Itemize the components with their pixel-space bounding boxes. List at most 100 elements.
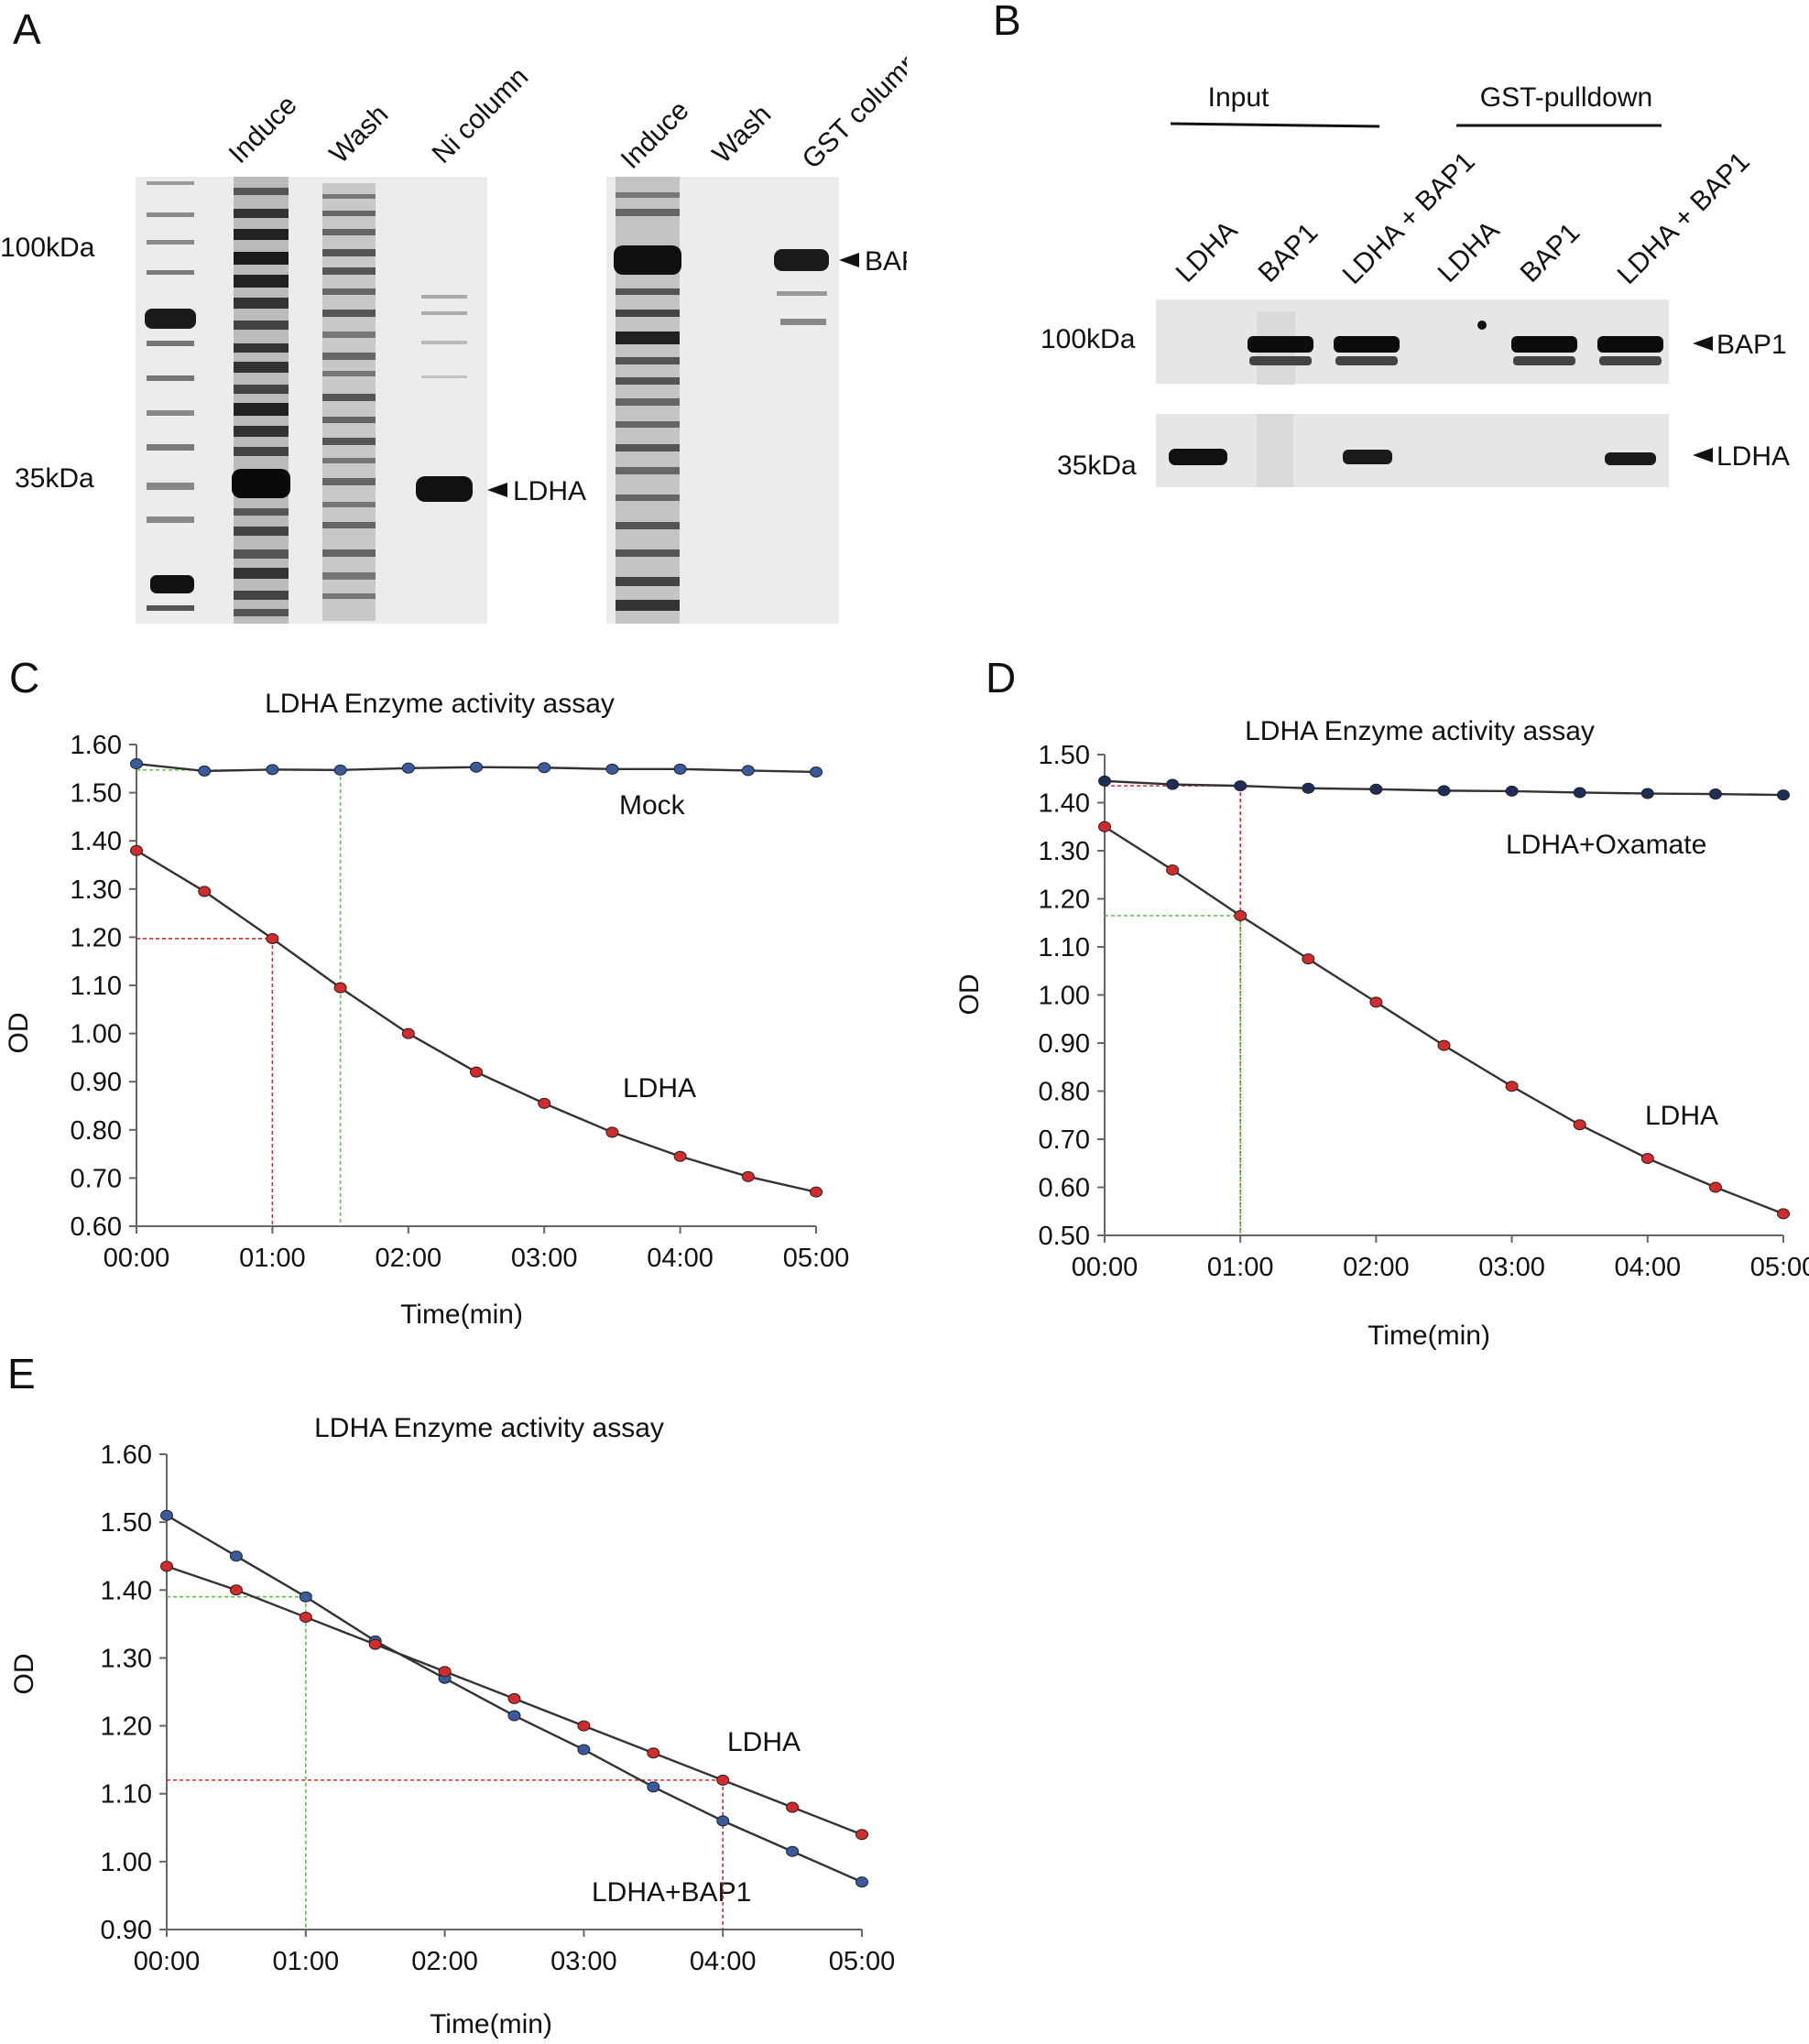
chart-d-series-0-point <box>1369 783 1383 795</box>
chart-d-series-0-point <box>1573 787 1586 799</box>
chart-e-series-0-point <box>716 1815 730 1827</box>
chart-e-series-0-point <box>647 1781 660 1793</box>
chart-c-ytick-label: 1.30 <box>71 875 122 905</box>
lane-b-ldha-pulldown: LDHA <box>1433 215 1506 288</box>
chart-d-xtick-label: 02:00 <box>1343 1253 1410 1282</box>
chart-d-series-0-point <box>1302 782 1315 794</box>
chart-e-series-0-point <box>507 1710 521 1722</box>
arrow-b-ldha-icon <box>1693 448 1713 462</box>
chart-d-ytick-label: 0.80 <box>1039 1078 1090 1107</box>
panel-label-a: A <box>13 5 41 53</box>
chart-e-xtick-label: 05:00 <box>829 1947 896 1976</box>
chart-e-series-1-point <box>299 1611 312 1623</box>
chart-d-ytick-label: 1.00 <box>1039 982 1090 1011</box>
arrow-bap1-icon <box>839 253 859 267</box>
arrow-b-bap1-icon <box>1693 336 1713 351</box>
chart-d-series-0-point <box>1234 780 1248 792</box>
marker-lane <box>145 181 196 611</box>
chart-d-series-1-point <box>1098 821 1111 832</box>
panel-label-b: B <box>993 0 1021 44</box>
induce-lane <box>232 177 290 624</box>
arrow-ldha-icon <box>487 483 507 497</box>
chart-c-series-0-point <box>741 765 755 777</box>
band-ldha-bap1-input <box>1334 336 1400 353</box>
chart-e-series-1-point <box>716 1774 730 1786</box>
chart-c-series-1-point <box>198 886 212 897</box>
chart-e-ytick-label: 1.60 <box>101 1441 152 1470</box>
chart-c-series-1-point <box>266 932 279 944</box>
chart-c-series-0-point <box>266 764 279 776</box>
chart-e-ytick-label: 1.00 <box>101 1848 152 1877</box>
chart-c-xtick-label: 00:00 <box>104 1244 170 1273</box>
lane-label-wash-2: Wash <box>707 99 778 169</box>
lane-b-bap1-pulldown: BAP1 <box>1515 217 1586 288</box>
chart-d-xtick-label: 04:00 <box>1615 1253 1682 1282</box>
chart-c-xlabel: Time(min) <box>400 1299 523 1330</box>
chart-e-ytick-label: 1.10 <box>101 1780 152 1810</box>
chart-c-series-0-point <box>605 763 619 775</box>
chart-e-ylabel: OD <box>9 1654 39 1695</box>
chart-e-xtick-label: 01:00 <box>273 1947 340 1976</box>
band-ldha-bap1-pulldown <box>1597 336 1663 353</box>
chart-d-series-1-point <box>1166 864 1180 875</box>
chart-d-xtick-label: 00:00 <box>1072 1253 1139 1282</box>
chart-c-label-ldha: LDHA <box>623 1073 696 1104</box>
chart-d-ytick-label: 1.10 <box>1039 933 1090 962</box>
panel-c: C LDHA Enzyme activity assay OD Time(min… <box>4 654 850 1330</box>
chart-e-series-0-point <box>299 1591 312 1603</box>
chart-c-series-1-point <box>605 1126 619 1138</box>
chart-c-ytick-label: 0.70 <box>71 1164 122 1193</box>
chart-c-ytick-label: 1.10 <box>71 972 122 1001</box>
chart-e-series-0-point <box>229 1550 243 1562</box>
chart-c-series-1-point <box>333 982 347 994</box>
chart-d-series-1-point <box>1234 909 1248 921</box>
chart-d-series-1-point <box>1369 996 1383 1008</box>
chart-d-ytick-label: 0.50 <box>1039 1222 1090 1251</box>
chart-c-series-1-point <box>130 844 143 856</box>
lane-label-ni-column: Ni column <box>427 61 535 169</box>
gst-induce-lane <box>614 177 681 624</box>
chart-d-label-ldha: LDHA <box>1645 1101 1718 1131</box>
band-ldha-bap1-input-ldha <box>1343 450 1392 464</box>
gst-column-lane <box>774 249 829 325</box>
band-label-b-bap1: BAP1 <box>1716 330 1787 360</box>
chart-e-series-1-point <box>647 1747 660 1759</box>
blot-bap1 <box>1156 299 1669 384</box>
blot-ldha <box>1156 414 1669 487</box>
marker-b-100kda: 100kDa <box>1041 324 1136 354</box>
band-ldha-input <box>1169 449 1227 465</box>
chart-d-ytick-label: 0.60 <box>1039 1174 1090 1203</box>
chart-d-plot: 1.50 1.40 1.30 1.20 1.10 1.00 0.90 0.80 0.70 0.60… <box>1039 741 1809 1282</box>
chart-c-series-0-point <box>810 766 823 777</box>
chart-d-ytick-label: 1.50 <box>1039 741 1090 770</box>
marker-100kda: 100kDa <box>0 233 95 263</box>
lane-label-induce-2: Induce <box>616 95 695 175</box>
chart-c-series-line-1 <box>136 849 817 1193</box>
chart-c-series-1-point <box>673 1150 687 1162</box>
panel-d: D LDHA Enzyme activity assay OD Time(min… <box>954 654 1809 1351</box>
band-bap1-pulldown <box>1511 336 1577 353</box>
group-label-input: Input <box>1208 82 1270 113</box>
chart-c-series-0-point <box>538 762 551 774</box>
chart-d-series-0-point <box>1505 785 1519 797</box>
chart-c-ytick-label: 1.20 <box>71 923 122 952</box>
chart-c-series-0-point <box>401 762 415 774</box>
chart-e-series-0-point <box>577 1744 591 1756</box>
chart-e-xtick-label: 03:00 <box>550 1947 617 1976</box>
chart-d-ytick-label: 0.90 <box>1039 1029 1090 1059</box>
chart-e-series-1-point <box>577 1720 591 1732</box>
chart-c-xtick-label: 05:00 <box>783 1244 850 1273</box>
chart-d-ytick-label: 1.30 <box>1039 837 1090 866</box>
band-bap1-input <box>1248 336 1313 353</box>
lane-label-induce: Induce <box>223 90 303 169</box>
chart-e-ytick-label: 1.30 <box>101 1644 152 1673</box>
chart-c-series-0-point <box>333 764 347 776</box>
chart-d-ytick-label: 1.40 <box>1039 789 1090 819</box>
chart-c-ytick-label: 0.60 <box>71 1212 122 1242</box>
chart-c-series-1-point <box>401 1027 415 1039</box>
chart-d-ylabel: OD <box>954 974 985 1016</box>
chart-d-series-1-point <box>1573 1119 1586 1131</box>
ni-column-lane <box>416 295 473 502</box>
chart-d-series-1-point <box>1640 1153 1654 1164</box>
chart-e-ytick-label: 0.90 <box>101 1916 152 1945</box>
